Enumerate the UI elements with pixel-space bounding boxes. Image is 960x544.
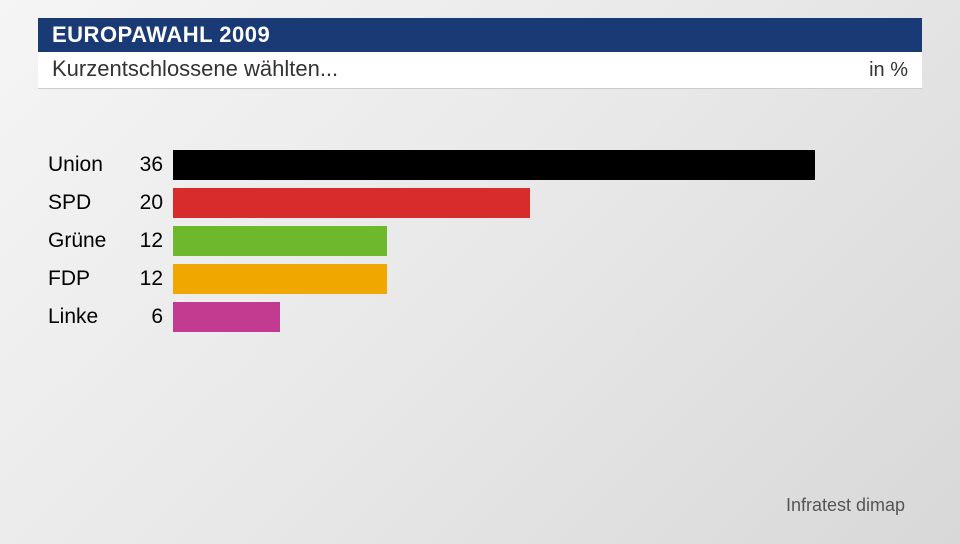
value-label: 36 [128, 153, 173, 177]
chart-area: Union 36 SPD 20 Grüne 12 FDP 12 [38, 147, 922, 335]
bar [173, 150, 815, 180]
bar-row: Linke 6 [48, 299, 922, 335]
bar [173, 302, 280, 332]
bar-row: Union 36 [48, 147, 922, 183]
bar-row: FDP 12 [48, 261, 922, 297]
party-label: Grüne [48, 229, 128, 253]
bar-container [173, 302, 922, 332]
party-label: FDP [48, 267, 128, 291]
bar-container [173, 188, 922, 218]
bar [173, 188, 530, 218]
bar-row: Grüne 12 [48, 223, 922, 259]
value-label: 6 [128, 305, 173, 329]
chart-container: EUROPAWAHL 2009 Kurzentschlossene wählte… [0, 0, 960, 335]
unit-label: in % [869, 59, 908, 82]
bar-container [173, 264, 922, 294]
bar-container [173, 150, 922, 180]
party-label: SPD [48, 191, 128, 215]
bar [173, 264, 387, 294]
party-label: Union [48, 153, 128, 177]
subtitle-row: Kurzentschlossene wählten... in % [38, 52, 922, 89]
party-label: Linke [48, 305, 128, 329]
bar-row: SPD 20 [48, 185, 922, 221]
header-title-bar: EUROPAWAHL 2009 [38, 18, 922, 52]
value-label: 12 [128, 229, 173, 253]
source-label: Infratest dimap [786, 495, 905, 516]
subtitle-text: Kurzentschlossene wählten... [52, 56, 338, 82]
value-label: 20 [128, 191, 173, 215]
bar [173, 226, 387, 256]
header-title: EUROPAWAHL 2009 [52, 22, 270, 47]
value-label: 12 [128, 267, 173, 291]
bar-container [173, 226, 922, 256]
